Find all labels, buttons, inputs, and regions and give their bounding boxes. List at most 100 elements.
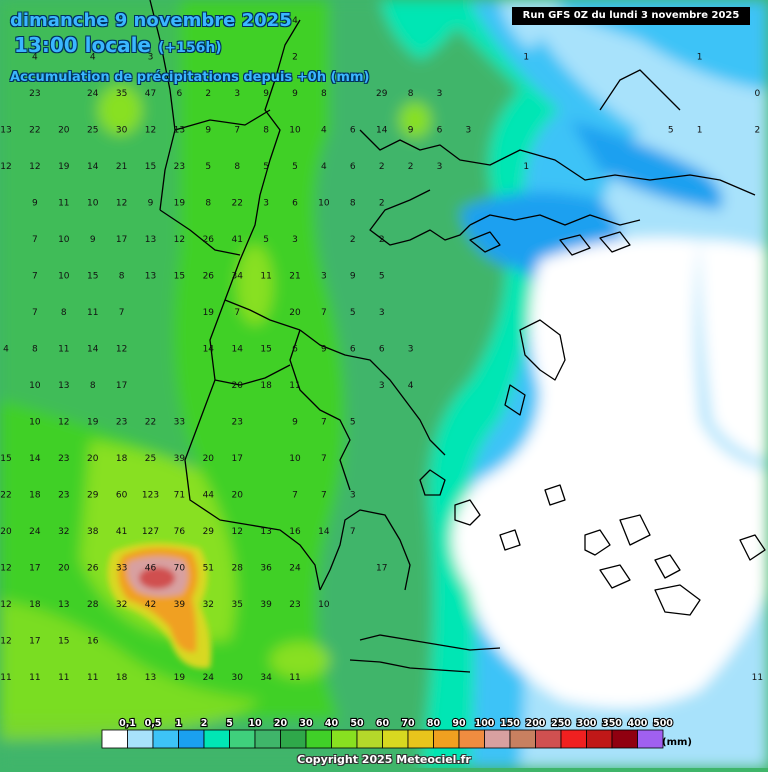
value-label-58: 8 [234, 162, 240, 172]
legend-label-17: 250 [551, 718, 571, 729]
value-label-53: 14 [87, 162, 99, 172]
value-label-19: 9 [263, 89, 269, 99]
value-label-77: 10 [318, 199, 330, 209]
legend-swatch-11 [382, 729, 409, 749]
value-label-102: 3 [321, 272, 327, 282]
value-label-119: 12 [116, 345, 127, 355]
value-label-215: 18 [116, 673, 128, 683]
value-label-153: 39 [174, 454, 186, 464]
value-label-219: 30 [231, 673, 243, 683]
value-label-123: 6 [292, 345, 298, 355]
value-label-108: 7 [119, 308, 125, 318]
value-label-195: 12 [0, 600, 11, 610]
value-label-40: 4 [321, 126, 327, 136]
value-label-202: 32 [203, 600, 214, 610]
value-label-106: 8 [61, 308, 67, 318]
value-label-147: 15 [0, 454, 11, 464]
value-label-173: 38 [87, 527, 99, 537]
time-label: 13:00 locale [14, 33, 151, 57]
legend-swatch-16 [509, 729, 536, 749]
value-label-157: 7 [321, 454, 327, 464]
value-label-161: 29 [87, 491, 99, 501]
value-label-46: 5 [668, 126, 674, 136]
legend-swatch-3 [178, 729, 205, 749]
value-label-96: 13 [145, 272, 156, 282]
value-label-32: 25 [87, 126, 98, 136]
grid-value-labels: 5 34 2 10 4 4 32 1 12 3 24 3 5 4 7 6 23 9 9 8 29 8 30 3 11 13 2 2 20… [0, 16, 763, 683]
legend-swatch-13 [433, 729, 460, 749]
value-label-63: 2 [379, 162, 385, 172]
value-label-52: 19 [58, 162, 70, 172]
legend-label-19: 350 [602, 718, 622, 729]
value-label-79: 2 [379, 199, 385, 209]
value-label-1: 3 [177, 16, 183, 26]
value-label-205: 23 [289, 600, 300, 610]
value-label-134: 11 [289, 381, 300, 391]
value-label-61: 4 [321, 162, 327, 172]
value-label-99: 34 [231, 272, 243, 282]
value-label-181: 14 [318, 527, 330, 537]
legend-swatch-7 [280, 729, 307, 749]
value-label-164: 71 [174, 491, 185, 501]
legend-label-18: 300 [577, 718, 597, 729]
value-label-221: 11 [289, 673, 300, 683]
value-label-166: 20 [231, 491, 243, 501]
value-label-145: 7 [321, 418, 327, 428]
legend-swatch-18 [560, 729, 587, 749]
legend-swatch-8 [305, 729, 332, 749]
value-label-131: 17 [116, 381, 127, 391]
legend-label-13: 90 [452, 718, 466, 729]
value-label-76: 6 [292, 199, 298, 209]
value-label-36: 9 [205, 126, 211, 136]
value-label-66: 1 [523, 162, 529, 172]
value-label-38: 8 [263, 126, 269, 136]
value-label-192: 36 [260, 564, 272, 574]
value-label-55: 15 [145, 162, 156, 172]
legend-label-10: 60 [376, 718, 390, 729]
value-label-187: 33 [116, 564, 127, 574]
legend-swatch-20 [611, 729, 638, 749]
product-title: Accumulation de précipitations depuis +0… [10, 70, 370, 85]
value-label-213: 11 [58, 673, 69, 683]
legend-label-7: 30 [299, 718, 313, 729]
value-label-132: 20 [231, 381, 243, 391]
value-label-48: 2 [755, 126, 761, 136]
legend-label-11: 70 [401, 718, 415, 729]
value-label-6: 4 [32, 53, 38, 63]
legend-swatch-9 [331, 729, 358, 749]
legend-swatch-10 [356, 729, 383, 749]
value-label-142: 33 [174, 418, 185, 428]
value-label-191: 28 [231, 564, 243, 574]
value-label-122: 15 [260, 345, 271, 355]
value-label-156: 10 [289, 454, 301, 464]
value-label-93: 10 [58, 272, 70, 282]
value-label-206: 10 [318, 600, 330, 610]
value-label-75: 3 [263, 199, 269, 209]
value-label-186: 26 [87, 564, 99, 574]
legend-label-4: 5 [226, 718, 233, 729]
value-label-68: 11 [58, 199, 69, 209]
value-label-197: 13 [58, 600, 69, 610]
date-title: dimanche 9 novembre 2025 [10, 10, 292, 31]
value-label-87: 41 [231, 235, 242, 245]
value-label-118: 14 [87, 345, 99, 355]
legend-swatch-5 [229, 729, 256, 749]
value-label-82: 9 [90, 235, 96, 245]
legend-color-bar: 0,1 0,5 1 2 5 10 20 30 40 50 60 70 80 90 100 150 200 250 3… [101, 717, 674, 749]
value-label-94: 15 [87, 272, 98, 282]
value-label-193: 24 [289, 564, 301, 574]
value-label-84: 13 [145, 235, 156, 245]
legend-swatch-0 [101, 729, 128, 749]
value-label-8: 3 [148, 53, 154, 63]
legend-label-0: 0,1 [119, 718, 136, 729]
value-label-20: 9 [292, 89, 298, 99]
value-label-98: 26 [203, 272, 215, 282]
value-label-177: 29 [203, 527, 215, 537]
value-label-113: 5 [350, 308, 356, 318]
value-label-114: 3 [379, 308, 385, 318]
value-label-194: 17 [376, 564, 387, 574]
value-label-174: 41 [116, 527, 127, 537]
value-label-86: 26 [203, 235, 215, 245]
value-label-126: 6 [379, 345, 385, 355]
